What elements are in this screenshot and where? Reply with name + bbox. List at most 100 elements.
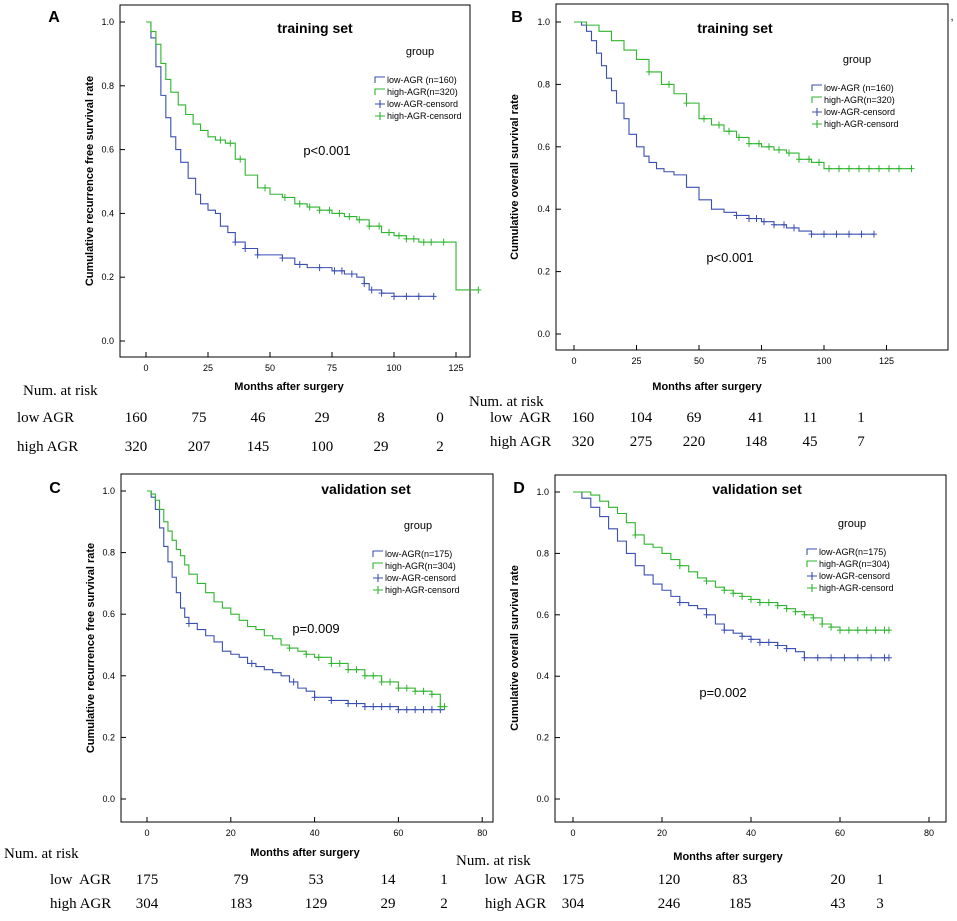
x-tick-label: 125 [879,356,894,366]
risk-cell: 100 [310,439,334,455]
risk-cell: 69 [686,410,702,426]
y-axis-label: Cumulative overall survival rate [509,94,521,260]
p-value: p<0.001 [706,250,753,265]
censor-mark-low [290,678,297,686]
y-tick-label: 1.0 [537,17,550,27]
y-tick-label: 0.0 [537,329,550,339]
risk-cell: 145 [246,439,270,455]
censor-mark-high [336,659,343,667]
p-value: p=0.002 [699,685,746,700]
y-tick-label: 0.8 [537,79,550,89]
censor-mark-low [676,599,683,607]
legend-entry: high-AGR-censord [824,119,899,129]
risk-cell: 1 [440,872,448,888]
censor-mark-high [336,209,343,217]
km-curve-high [146,21,479,291]
risk-cell: 148 [744,434,768,450]
censor-mark-high [296,200,303,208]
censor-mark-high [403,235,410,243]
censor-mark-high [326,206,333,214]
censor-mark-high [721,586,728,594]
risk-cell: 43 [830,896,846,912]
legend-title: group [838,518,866,530]
censor-mark-high [736,133,742,141]
censor-mark-low [791,224,797,232]
x-tick-label: 80 [477,828,487,838]
legend-title: group [404,520,432,532]
x-tick-label: 60 [835,828,845,838]
x-tick-label: 60 [393,828,403,838]
x-tick-label: 0 [144,828,149,838]
p-value: p<0.001 [303,143,350,158]
y-tick-label: 0.4 [102,671,115,681]
censor-mark-high [217,136,224,144]
censor-mark-high [303,650,310,658]
legend-swatch-high [374,88,385,95]
legend-censor-low [807,572,817,580]
x-tick-label: 50 [265,363,275,373]
censor-mark-low [746,215,752,223]
risk-cell: 0 [436,410,444,426]
censor-mark-high [441,703,448,711]
risk-cell: 41 [748,410,764,426]
y-tick-label: 0.4 [537,204,550,214]
censor-mark-high [395,684,402,692]
risk-cell: 2 [436,439,444,455]
censor-mark-low [846,230,852,238]
censor-mark-high [792,608,799,616]
censor-mark-low [368,286,375,294]
censor-mark-high [908,165,915,173]
censor-mark-low [378,703,385,711]
censor-mark-high [774,602,781,610]
censor-mark-high [806,155,812,163]
censor-mark-high [666,80,672,88]
censor-mark-high [440,238,447,246]
risk-cell: 83 [732,872,748,888]
risk-cell: 175 [135,872,159,888]
legend-censor-high [812,120,822,128]
risk-cell: 46 [250,410,266,426]
censor-mark-low [774,642,781,649]
km-curve-low [147,490,445,711]
censor-mark-low [833,230,840,238]
panel-label: B [511,9,523,26]
x-tick-label: 40 [310,828,320,838]
censor-mark-low [296,260,303,268]
risk-row-label: low AGR [17,410,75,426]
x-tick-label: 0 [571,356,576,366]
censor-mark-high [428,690,435,698]
censor-mark-low [387,703,394,711]
censor-mark-low [311,693,318,701]
censor-mark-high [262,184,269,192]
x-tick-label: 20 [226,828,236,838]
risk-table-title: Num. at risk [23,383,98,399]
censor-mark-high [716,121,722,129]
legend-entry: high-AGR-censord [385,585,460,595]
x-tick-label: 50 [694,356,704,366]
censor-mark-low [232,238,239,246]
risk-cell: 29 [373,439,389,455]
risk-cell: 304 [135,896,159,912]
censor-mark-low [781,221,787,229]
legend-censor-high [373,586,383,594]
censor-mark-low [348,270,355,278]
censor-mark-low [370,703,377,711]
legend-swatch-low [374,76,385,83]
risk-row-label: low AGR [50,872,111,888]
censor-mark-high [756,140,762,148]
censor-mark-high [837,626,843,634]
chart-title: training set [277,20,353,36]
censor-mark-high [703,577,710,585]
risk-cell: 160 [124,410,148,426]
legend-entry: low-AGR(n=175) [385,549,452,559]
censor-mark-high [756,599,763,607]
censor-mark-low [328,696,335,704]
censor-mark-high [866,165,872,173]
y-tick-label: 0.0 [536,794,549,804]
risk-row-label: high AGR [490,434,552,450]
censor-mark-low [765,638,772,646]
x-axis-label: Months after surgery [673,851,783,863]
censor-mark-high [370,672,377,680]
